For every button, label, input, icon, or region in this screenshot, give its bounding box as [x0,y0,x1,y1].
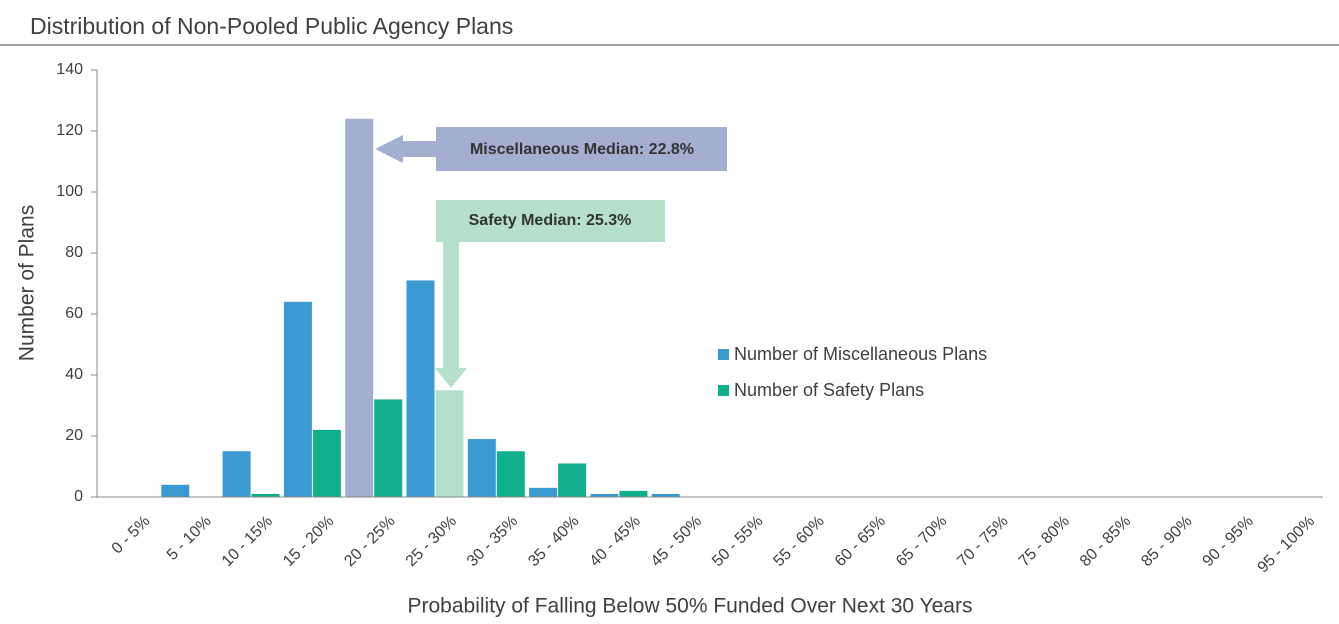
y-axis-label: Number of Plans [16,205,39,361]
bar [651,493,680,497]
x-tick-label: 50 - 55% [709,513,766,570]
legend-label: Number of Safety Plans [734,380,924,400]
bar [619,490,648,497]
x-tick-label: 85 - 90% [1138,513,1195,570]
y-tick-label: 20 [65,427,83,444]
annotation-box [436,127,727,171]
x-tick-label: 75 - 80% [1016,513,1073,570]
y-tick-label: 140 [56,61,83,78]
x-tick-label: 70 - 75% [954,513,1011,570]
y-tick-label: 0 [74,488,83,505]
x-tick-label: 90 - 95% [1200,513,1257,570]
x-tick-label: 35 - 40% [525,513,582,570]
bar [161,484,190,497]
y-tick-label: 100 [56,183,83,200]
annotation-arrow [435,242,467,388]
y-tick-label: 80 [65,244,83,261]
bar [558,463,587,497]
annotation-text: Miscellaneous Median: 22.8% [470,141,694,158]
bar [529,487,558,497]
x-tick-label: 65 - 70% [893,513,950,570]
bar [222,451,251,497]
y-tick-label: 40 [65,366,83,383]
bar [467,439,496,497]
x-tick-label: 5 - 10% [164,513,215,564]
bar [590,493,619,497]
bar [406,280,435,497]
x-tick-label: 45 - 50% [648,513,705,570]
x-tick-label: 40 - 45% [587,513,644,570]
annotation-box [436,200,665,242]
x-tick-label: 15 - 20% [280,513,337,570]
y-tick-label: 120 [56,122,83,139]
bar [496,451,525,497]
annotation-text: Safety Median: 25.3% [469,212,632,229]
x-tick-label: 95 - 100% [1255,513,1319,577]
x-tick-label: 80 - 85% [1077,513,1134,570]
x-tick-label: 60 - 65% [832,513,889,570]
x-tick-label: 30 - 35% [464,513,521,570]
bar [435,390,464,497]
bar [345,118,374,498]
bar [251,493,280,497]
x-tick-label: 10 - 15% [219,513,276,570]
bar [374,399,403,497]
x-tick-label: 25 - 30% [403,513,460,570]
annotation-arrow [375,135,436,163]
x-tick-label: 55 - 60% [770,513,827,570]
bar [283,301,312,497]
x-tick-label: 0 - 5% [109,513,154,558]
bar [312,429,341,497]
chart-title: Distribution of Non-Pooled Public Agency… [30,13,513,39]
x-axis-label: Probability of Falling Below 50% Funded … [408,595,973,618]
legend-label: Number of Miscellaneous Plans [734,344,987,364]
legend-swatch [718,349,729,360]
x-tick-label: 20 - 25% [341,513,398,570]
legend-swatch [718,385,729,396]
y-tick-label: 60 [65,305,83,322]
